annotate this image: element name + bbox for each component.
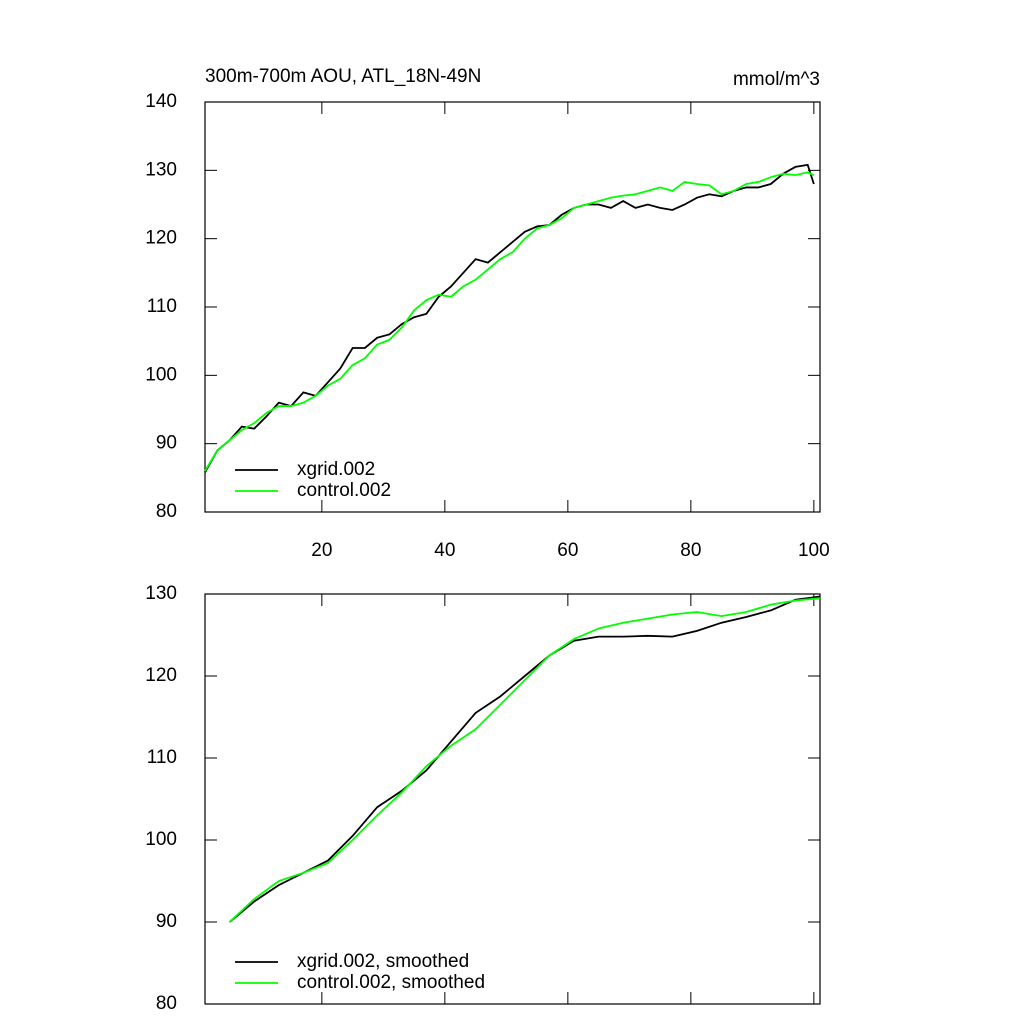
x-tick-label: 80 xyxy=(680,540,701,561)
plot-frame xyxy=(204,593,821,1005)
y-tick-label: 100 xyxy=(145,829,177,850)
data-line xyxy=(204,171,815,472)
legend-label: control.002 xyxy=(297,480,391,501)
y-tick-label: 120 xyxy=(145,228,177,249)
y-tick-label: 110 xyxy=(147,747,177,768)
data-line xyxy=(229,595,821,923)
y-tick-label: 130 xyxy=(145,159,177,180)
x-tick-label: 60 xyxy=(557,540,578,561)
x-tick-label: 100 xyxy=(798,540,830,561)
y-tick-label: 80 xyxy=(156,501,177,522)
legend-label: control.002, smoothed xyxy=(297,972,485,993)
units-label: mmol/m^3 xyxy=(733,69,820,90)
y-tick-label: 80 xyxy=(156,993,177,1014)
y-tick-label: 140 xyxy=(145,91,177,112)
y-tick-label: 90 xyxy=(156,433,177,454)
legend-label: xgrid.002 xyxy=(297,459,375,480)
x-tick-label: 40 xyxy=(434,540,455,561)
y-tick-label: 130 xyxy=(145,583,177,604)
y-tick-label: 90 xyxy=(156,911,177,932)
y-tick-label: 100 xyxy=(145,364,177,385)
data-line xyxy=(228,597,821,923)
y-tick-label: 110 xyxy=(147,296,177,317)
x-tick-label: 20 xyxy=(311,540,332,561)
y-tick-label: 120 xyxy=(145,665,177,686)
data-line xyxy=(204,163,815,473)
legend-label: xgrid.002, smoothed xyxy=(297,951,469,972)
plot-frame xyxy=(204,101,821,513)
chart-title: 300m-700m AOU, ATL_18N-49N xyxy=(205,66,481,87)
